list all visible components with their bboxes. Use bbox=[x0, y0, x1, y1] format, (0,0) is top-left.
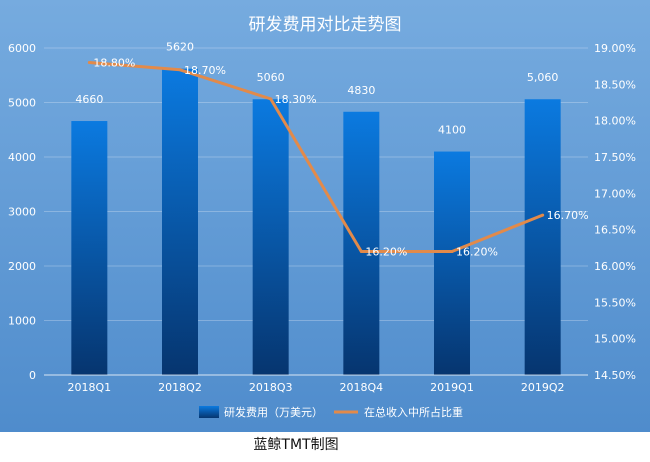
bar bbox=[524, 99, 561, 375]
legend-label-line: 在总收入中所占比重 bbox=[364, 405, 463, 419]
y-right-tick-label: 19.00% bbox=[594, 42, 636, 55]
y-right-tick-label: 16.00% bbox=[594, 260, 636, 273]
line-value-label: 18.30% bbox=[275, 93, 317, 106]
legend-label-bar: 研发费用（万美元） bbox=[224, 405, 323, 419]
y-left-tick-label: 5000 bbox=[8, 97, 36, 110]
legend: 研发费用（万美元） 在总收入中所占比重 bbox=[199, 405, 463, 419]
chart-title: 研发费用对比走势图 bbox=[249, 15, 402, 35]
y-right-tick-label: 16.50% bbox=[594, 224, 636, 237]
caption-background bbox=[0, 432, 650, 458]
bar bbox=[162, 68, 198, 376]
bar-value-label: 5,060 bbox=[527, 71, 559, 84]
y-left-tick-label: 6000 bbox=[8, 42, 36, 55]
axis-layer: 0 1000 2000 3000 4000 5000 6000 14.50% 15.00% 15.… bbox=[8, 42, 636, 394]
bar bbox=[434, 151, 470, 375]
y-right-tick-label: 17.50% bbox=[594, 151, 636, 164]
y-left-tick-label: 3000 bbox=[8, 206, 36, 219]
y-left-tick-label: 1000 bbox=[8, 315, 36, 328]
y-right-tick-label: 18.00% bbox=[594, 115, 636, 128]
line-value-label: 16.70% bbox=[547, 209, 589, 222]
labels-layer: 4660 5620 5060 4830 4100 5,060 18.80% 18.70% 18.… bbox=[75, 41, 588, 259]
x-tick-label: 2018Q4 bbox=[340, 381, 384, 394]
line-point bbox=[541, 213, 545, 217]
x-tick-label: 2018Q3 bbox=[249, 381, 293, 394]
line-value-label: 18.80% bbox=[93, 57, 135, 70]
line-value-label: 16.20% bbox=[456, 245, 498, 258]
bar bbox=[343, 111, 380, 375]
line-series bbox=[89, 61, 544, 253]
bar-value-label: 4660 bbox=[75, 93, 103, 106]
y-right-tick-label: 15.50% bbox=[594, 296, 636, 309]
line-point bbox=[87, 61, 91, 65]
bar bbox=[71, 121, 108, 375]
footer-caption: 蓝鲸TMT制图 bbox=[253, 437, 338, 453]
line-value-label: 18.70% bbox=[184, 64, 226, 77]
line-point bbox=[359, 249, 363, 253]
bar-value-label: 5060 bbox=[257, 71, 285, 84]
y-right-tick-label: 15.00% bbox=[594, 333, 636, 346]
x-tick-label: 2018Q2 bbox=[158, 381, 202, 394]
bar-value-label: 5620 bbox=[166, 41, 194, 54]
x-tick-label: 2019Q2 bbox=[521, 381, 565, 394]
line-value-label: 16.20% bbox=[365, 245, 407, 258]
line-layer bbox=[87, 61, 545, 253]
bar bbox=[252, 99, 289, 375]
line-point bbox=[178, 68, 182, 72]
y-left-tick-label: 2000 bbox=[8, 260, 36, 273]
y-right-tick-label: 18.50% bbox=[594, 78, 636, 91]
y-right-tick-label: 17.00% bbox=[594, 187, 636, 200]
line-point bbox=[450, 249, 454, 253]
bars-layer bbox=[71, 68, 561, 376]
y-right-tick-label: 14.50% bbox=[594, 369, 636, 382]
legend-swatch-bar bbox=[199, 406, 219, 418]
y-left-tick-label: 4000 bbox=[8, 151, 36, 164]
bar-value-label: 4830 bbox=[347, 84, 375, 97]
x-tick-label: 2019Q1 bbox=[430, 381, 474, 394]
bar-value-label: 4100 bbox=[438, 124, 466, 137]
line-point bbox=[269, 97, 273, 101]
y-left-tick-label: 0 bbox=[29, 369, 36, 382]
x-tick-label: 2018Q1 bbox=[68, 381, 112, 394]
